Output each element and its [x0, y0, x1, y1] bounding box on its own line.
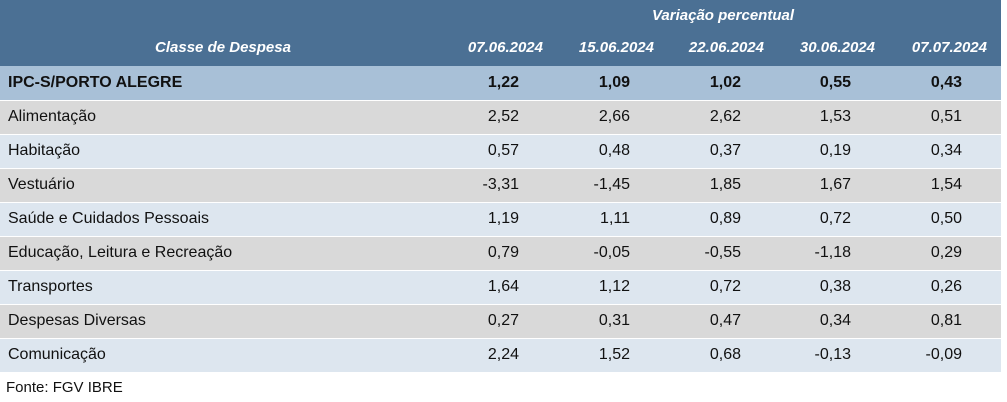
row-label: Habitação — [8, 142, 81, 159]
row-band — [0, 202, 1001, 236]
column-header: 07.07.2024 — [911, 39, 987, 56]
cell-value: 0,38 — [819, 278, 851, 295]
cell-value: 0,47 — [709, 312, 741, 329]
column-header: 15.06.2024 — [578, 39, 654, 56]
row-label: Comunicação — [8, 346, 106, 363]
row-band — [0, 100, 1001, 134]
row-label: Alimentação — [8, 108, 97, 125]
cell-value: 1,09 — [598, 74, 630, 91]
cell-value: -0,13 — [814, 346, 851, 363]
cell-value: 0,50 — [930, 210, 962, 227]
cell-value: 0,72 — [709, 278, 741, 295]
cell-value: 0,34 — [930, 142, 962, 159]
cell-value: 2,24 — [487, 346, 519, 363]
row-label: IPC-S/PORTO ALEGRE — [8, 74, 183, 91]
row-label: Transportes — [8, 278, 93, 295]
column-header: 30.06.2024 — [799, 39, 875, 56]
cell-value: -0,05 — [593, 244, 630, 261]
cell-value: 1,11 — [600, 210, 630, 227]
cell-value: 0,29 — [930, 244, 962, 261]
cell-value: 0,79 — [487, 244, 519, 261]
cell-value: 0,37 — [709, 142, 741, 159]
cell-value: 2,62 — [709, 108, 741, 125]
cell-value: 1,64 — [487, 278, 519, 295]
cell-value: 0,48 — [598, 142, 630, 159]
cell-value: 0,81 — [930, 312, 962, 329]
cell-value: 1,52 — [598, 346, 630, 363]
cell-value: 1,22 — [487, 74, 519, 91]
cell-value: 0,89 — [709, 210, 741, 227]
cell-value: 0,57 — [487, 142, 519, 159]
row-label: Despesas Diversas — [8, 312, 146, 329]
cell-value: 0,68 — [709, 346, 741, 363]
table: Variação percentual Classe de Despesa 07.0… — [0, 0, 1001, 372]
cell-value: 0,26 — [930, 278, 962, 295]
cell-value: 1,67 — [819, 176, 851, 193]
footer: Fonte: FGV IBRE — [6, 379, 123, 396]
column-header: 22.06.2024 — [688, 39, 764, 56]
cell-value: 1,53 — [819, 108, 851, 125]
row-band — [0, 134, 1001, 168]
cell-value: 1,54 — [930, 176, 962, 193]
column-header: 07.06.2024 — [467, 39, 543, 56]
cell-value: 0,55 — [819, 74, 851, 91]
cell-value: -0,09 — [925, 346, 962, 363]
cell-value: 2,66 — [598, 108, 630, 125]
column-header: Classe de Despesa — [155, 39, 291, 56]
row-band — [0, 338, 1001, 372]
cell-value: -1,18 — [814, 244, 851, 261]
cell-value: 1,12 — [598, 278, 630, 295]
cell-value: 0,31 — [598, 312, 630, 329]
row-band — [0, 304, 1001, 338]
cell-value: -0,55 — [704, 244, 741, 261]
cell-value: 1,85 — [709, 176, 741, 193]
cell-value: 2,52 — [487, 108, 519, 125]
row-label: Saúde e Cuidados Pessoais — [8, 210, 210, 227]
group-header: Variação percentual — [651, 7, 794, 24]
cell-value: 0,43 — [930, 74, 962, 91]
row-band — [0, 168, 1001, 202]
row-label: Educação, Leitura e Recreação — [8, 244, 233, 261]
cell-value: 0,51 — [930, 108, 962, 125]
cell-value: 1,02 — [709, 74, 741, 91]
cell-value: 0,19 — [819, 142, 851, 159]
cell-value: 0,27 — [487, 312, 519, 329]
cell-value: -3,31 — [482, 176, 519, 193]
row-label: Vestuário — [8, 176, 75, 193]
cell-value: 1,19 — [487, 210, 519, 227]
cell-value: 0,34 — [819, 312, 851, 329]
row-band — [0, 66, 1001, 100]
cell-value: -1,45 — [593, 176, 630, 193]
row-band — [0, 236, 1001, 270]
row-band — [0, 270, 1001, 304]
header-band — [0, 0, 1001, 66]
cell-value: 0,72 — [819, 210, 851, 227]
